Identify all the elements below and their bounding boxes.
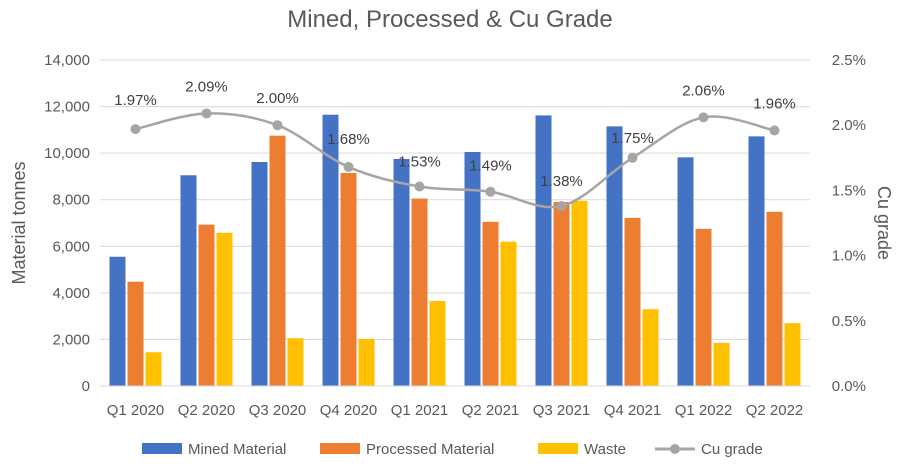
legend-label-processed: Processed Material: [366, 441, 494, 458]
y-tick-label: 8,000: [52, 192, 90, 209]
y2-tick-label: 0.0%: [832, 378, 866, 395]
x-tick-label: Q3 2021: [533, 402, 591, 419]
x-tick-label: Q4 2021: [604, 402, 662, 419]
bar-processed-material: [624, 217, 641, 386]
legend-swatch-processed: [320, 443, 360, 454]
bar-processed-material: [340, 172, 357, 386]
legend-swatch-mined: [142, 443, 182, 454]
y2-axis-title: Cu grade: [874, 186, 894, 260]
x-tick-label: Q2 2020: [178, 402, 236, 419]
legend-label-waste: Waste: [584, 441, 626, 458]
x-axis-ticks: Q1 2020 Q2 2020 Q3 2020 Q4 2020 Q1 2021 Q2 20…: [107, 402, 804, 419]
bar-processed-material: [695, 228, 712, 386]
bar-mined-material: [180, 175, 197, 386]
cu-grade-data-label: 1.53%: [398, 153, 441, 170]
cu-grade-data-label: 2.00%: [256, 90, 299, 107]
legend-swatch-waste: [538, 443, 578, 454]
cu-grade-data-label: 1.97%: [114, 92, 157, 109]
cu-grade-data-label: 1.75%: [611, 130, 654, 147]
bar-processed-material: [766, 211, 783, 386]
bar-mined-material: [109, 256, 126, 386]
y2-axis-ticks: 0.0% 0.5% 1.0% 1.5% 2.0% 2.5%: [832, 52, 866, 395]
cu-grade-point: [556, 201, 567, 212]
y2-tick-label: 0.5%: [832, 313, 866, 330]
bar-processed-material: [411, 198, 428, 386]
bar-mined-material: [322, 114, 339, 386]
x-tick-label: Q4 2020: [320, 402, 378, 419]
y-tick-label: 14,000: [44, 52, 90, 69]
y-tick-label: 10,000: [44, 145, 90, 162]
y-tick-label: 6,000: [52, 238, 90, 255]
legend-label-cu-grade: Cu grade: [701, 441, 763, 458]
x-tick-label: Q2 2021: [462, 402, 520, 419]
y2-tick-label: 2.5%: [832, 52, 866, 69]
y-tick-label: 4,000: [52, 285, 90, 302]
cu-grade-line-path: [135, 112, 775, 209]
y2-tick-label: 1.0%: [832, 248, 866, 265]
bar-mined-material: [464, 151, 481, 386]
x-tick-label: Q1 2020: [107, 402, 165, 419]
bar-waste: [145, 352, 162, 386]
cu-grade-point: [130, 124, 141, 135]
bar-waste: [571, 200, 588, 386]
cu-grade-data-label: 2.06%: [682, 82, 725, 99]
cu-grade-data-label: 1.68%: [327, 131, 370, 148]
y2-tick-label: 2.0%: [832, 117, 866, 134]
cu-grade-data-label: 1.38%: [540, 173, 583, 190]
chart-title: Mined, Processed & Cu Grade: [287, 6, 613, 33]
cu-grade-point: [414, 181, 425, 192]
bar-waste: [713, 342, 730, 386]
bar-mined-material: [748, 136, 765, 386]
bars: [109, 114, 801, 387]
y-axis-title: Material tonnes: [9, 161, 29, 284]
bar-waste: [287, 338, 304, 386]
bar-mined-material: [393, 158, 410, 386]
bar-processed-material: [198, 224, 215, 386]
cu-grade-point: [627, 152, 638, 163]
bar-processed-material: [482, 221, 499, 386]
x-tick-label: Q1 2021: [391, 402, 449, 419]
cu-grade-point: [698, 112, 709, 123]
y-tick-label: 12,000: [44, 99, 90, 116]
x-tick-label: Q2 2022: [746, 402, 804, 419]
cu-grade-point: [272, 120, 283, 131]
cu-grade-data-label: 1.96%: [753, 95, 796, 112]
cu-grade-point: [201, 108, 212, 119]
y2-tick-label: 1.5%: [832, 182, 866, 199]
bar-mined-material: [251, 161, 268, 386]
bar-processed-material: [269, 135, 286, 386]
cu-grade-point: [343, 161, 354, 172]
cu-grade-line: [130, 108, 780, 212]
cu-grade-point: [769, 125, 780, 136]
cu-grade-data-label: 2.09%: [185, 78, 228, 95]
x-tick-label: Q1 2022: [675, 402, 733, 419]
bar-waste: [429, 301, 446, 386]
y-tick-label: 0: [82, 378, 90, 395]
legend-label-mined: Mined Material: [188, 441, 286, 458]
bar-mined-material: [677, 157, 694, 386]
cu-grade-point: [485, 186, 496, 197]
data-labels: 1.97% 2.09% 2.00% 1.68% 1.53% 1.49% 1.38% 1.75%…: [114, 78, 796, 190]
legend: Mined Material Processed Material Waste …: [142, 441, 763, 458]
cu-grade-data-label: 1.49%: [469, 158, 512, 175]
bar-waste: [216, 232, 233, 386]
bar-processed-material: [127, 281, 144, 386]
y-axis-ticks: 0 2,000 4,000 6,000 8,000 10,000 12,000 14,000: [44, 52, 90, 395]
bar-mined-material: [606, 126, 623, 386]
legend-marker-cu-grade: [670, 444, 680, 454]
y-tick-label: 2,000: [52, 331, 90, 348]
bar-mined-material: [535, 115, 552, 387]
bar-waste: [358, 338, 375, 386]
bar-processed-material: [553, 202, 570, 386]
bar-waste: [784, 323, 801, 386]
bar-waste: [500, 241, 517, 386]
x-tick-label: Q3 2020: [249, 402, 307, 419]
bar-waste: [642, 309, 659, 386]
